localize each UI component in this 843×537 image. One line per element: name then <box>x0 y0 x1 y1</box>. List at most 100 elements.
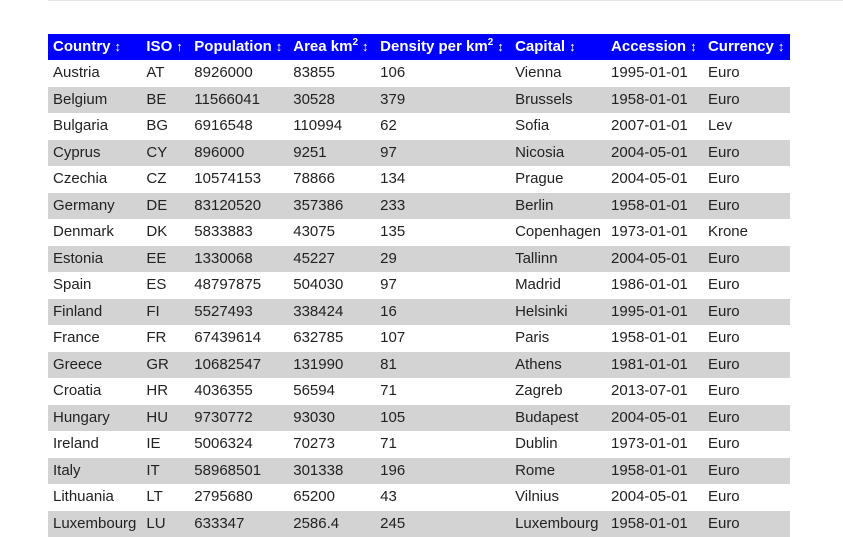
cell-iso: GR <box>141 352 189 379</box>
cell-capital: Prague <box>510 166 606 193</box>
cell-accession: 2004-05-01 <box>606 484 703 511</box>
cell-density: 43 <box>375 484 510 511</box>
cell-iso: CY <box>141 140 189 167</box>
cell-country: Italy <box>48 458 141 485</box>
cell-population: 8926000 <box>189 60 288 87</box>
cell-area: 65200 <box>288 484 375 511</box>
column-header-country[interactable]: Country↕ <box>48 34 141 60</box>
cell-area: 70273 <box>288 431 375 458</box>
cell-country: Denmark <box>48 219 141 246</box>
cell-currency: Euro <box>703 166 790 193</box>
cell-country: Germany <box>48 193 141 220</box>
cell-area: 357386 <box>288 193 375 220</box>
cell-iso: IT <box>141 458 189 485</box>
column-header-capital[interactable]: Capital ↕ <box>510 34 606 60</box>
cell-capital: Athens <box>510 352 606 379</box>
cell-iso: HR <box>141 378 189 405</box>
column-header-label: Accession <box>611 38 686 55</box>
cell-area: 9251 <box>288 140 375 167</box>
cell-area: 45227 <box>288 246 375 273</box>
cell-density: 62 <box>375 113 510 140</box>
column-header-iso[interactable]: ISO ↑ <box>141 34 189 60</box>
cell-density: 107 <box>375 325 510 352</box>
cell-iso: AT <box>141 60 189 87</box>
column-header-label: Country <box>53 38 111 55</box>
sort-ascending-icon: ↑ <box>176 39 183 54</box>
cell-capital: Madrid <box>510 272 606 299</box>
cell-currency: Lev <box>703 113 790 140</box>
cell-area: 30528 <box>288 87 375 114</box>
header-row: Country↕ISO↑Population↕Area km2↕Density … <box>48 34 790 60</box>
cell-accession: 2007-01-01 <box>606 113 703 140</box>
cell-population: 5527493 <box>189 299 288 326</box>
cell-area: 338424 <box>288 299 375 326</box>
cell-area: 2586.4 <box>288 511 375 537</box>
cell-accession: 2004-05-01 <box>606 246 703 273</box>
cell-country: Bulgaria <box>48 113 141 140</box>
cell-country: Greece <box>48 352 141 379</box>
cell-density: 233 <box>375 193 510 220</box>
column-header-area[interactable]: Area km2↕ <box>288 34 375 60</box>
cell-density: 379 <box>375 87 510 114</box>
cell-country: Estonia <box>48 246 141 273</box>
column-header-density[interactable]: Density per km2↕ <box>375 34 510 60</box>
cell-iso: IE <box>141 431 189 458</box>
column-header-label: Density per km <box>380 38 488 55</box>
cell-country: Spain <box>48 272 141 299</box>
cell-iso: BG <box>141 113 189 140</box>
cell-accession: 2004-05-01 <box>606 140 703 167</box>
cell-currency: Euro <box>703 484 790 511</box>
cell-density: 134 <box>375 166 510 193</box>
column-header-label: Area km <box>293 38 352 55</box>
cell-iso: BE <box>141 87 189 114</box>
cell-currency: Euro <box>703 60 790 87</box>
cell-currency: Euro <box>703 193 790 220</box>
table-header: Country↕ISO↑Population↕Area km2↕Density … <box>48 34 790 60</box>
cell-country: Ireland <box>48 431 141 458</box>
cell-iso: CZ <box>141 166 189 193</box>
cell-iso: DE <box>141 193 189 220</box>
cell-area: 56594 <box>288 378 375 405</box>
cell-area: 93030 <box>288 405 375 432</box>
column-header-label: Capital <box>515 38 565 55</box>
cell-capital: Nicosia <box>510 140 606 167</box>
cell-accession: 1958-01-01 <box>606 511 703 537</box>
column-header-label: ISO <box>146 38 172 55</box>
cell-iso: EE <box>141 246 189 273</box>
cell-population: 633347 <box>189 511 288 537</box>
cell-accession: 1973-01-01 <box>606 219 703 246</box>
cell-iso: LT <box>141 484 189 511</box>
cell-density: 71 <box>375 378 510 405</box>
cell-capital: Paris <box>510 325 606 352</box>
sort-both-icon: ↕ <box>690 39 697 54</box>
cell-accession: 1986-01-01 <box>606 272 703 299</box>
sort-both-icon: ↕ <box>569 39 576 54</box>
cell-population: 5833883 <box>189 219 288 246</box>
cell-population: 896000 <box>189 140 288 167</box>
cell-currency: Euro <box>703 325 790 352</box>
cell-iso: ES <box>141 272 189 299</box>
cell-currency: Euro <box>703 511 790 537</box>
cell-capital: Vilnius <box>510 484 606 511</box>
cell-density: 196 <box>375 458 510 485</box>
cell-capital: Vienna <box>510 60 606 87</box>
column-header-currency[interactable]: Currency↕ <box>703 34 790 60</box>
cell-density: 245 <box>375 511 510 537</box>
cell-accession: 1995-01-01 <box>606 299 703 326</box>
column-header-accession[interactable]: Accession ↕ <box>606 34 703 60</box>
column-header-population[interactable]: Population↕ <box>189 34 288 60</box>
sort-both-icon: ↕ <box>778 39 785 54</box>
cell-density: 97 <box>375 140 510 167</box>
